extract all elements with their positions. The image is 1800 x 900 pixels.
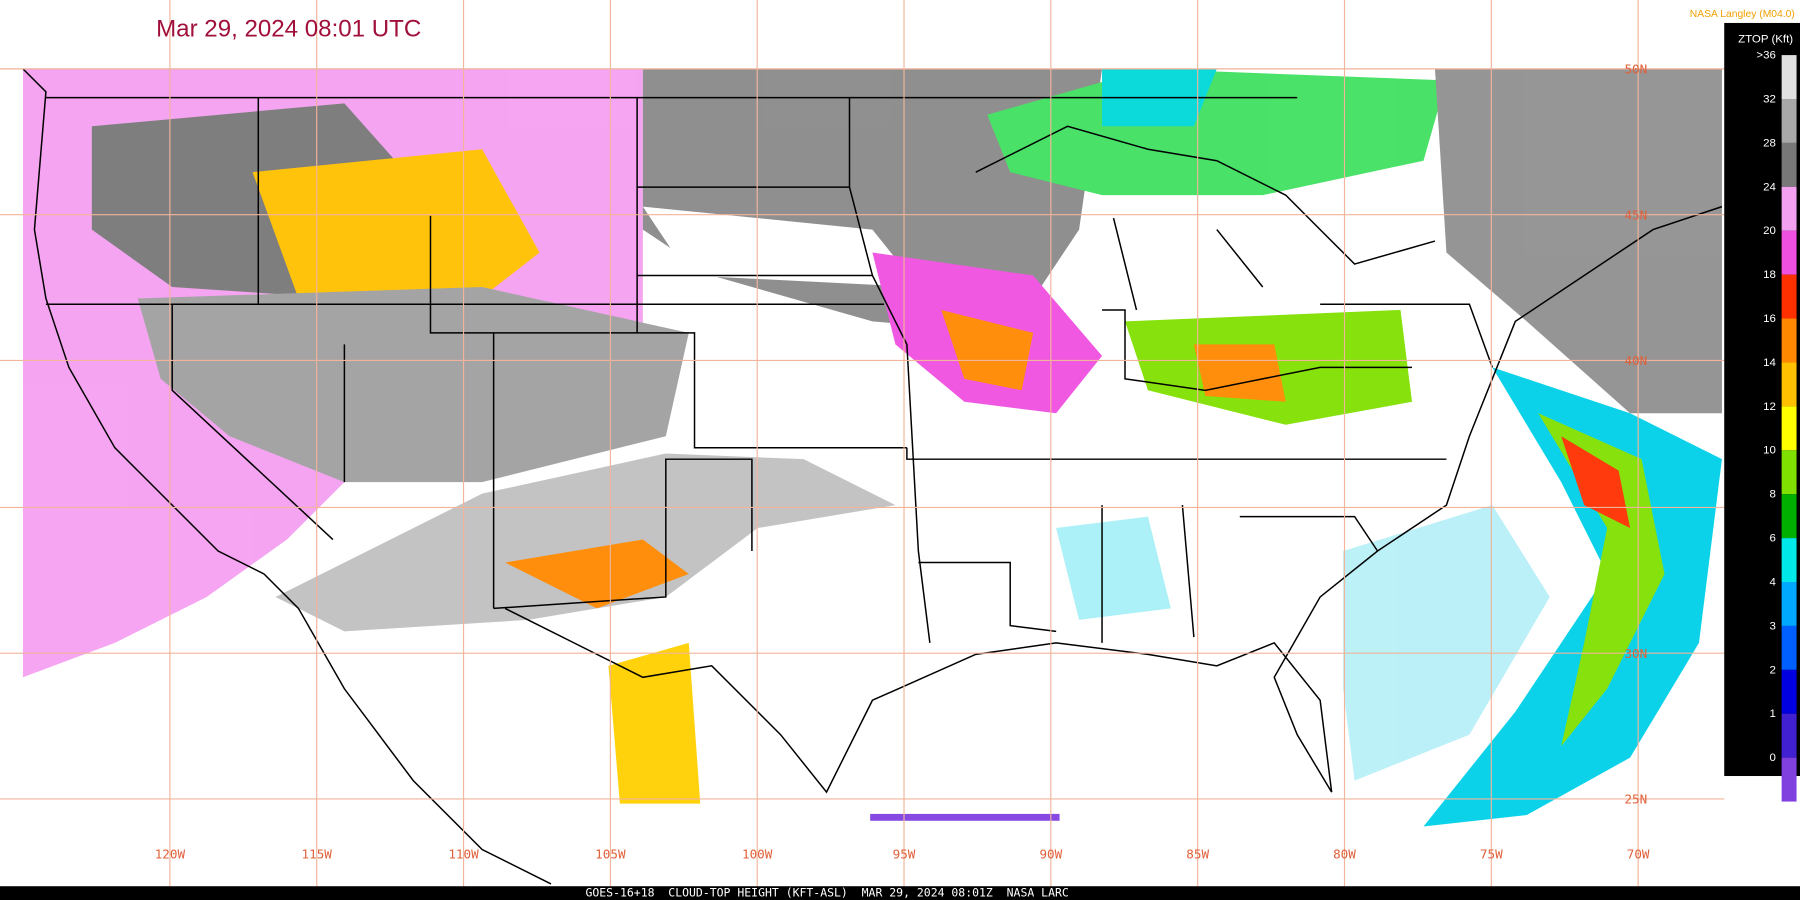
longitude-label: 70W [1627, 847, 1650, 862]
longitude-label: 80W [1333, 847, 1356, 862]
longitude-label: 95W [893, 847, 916, 862]
colorbar-label: 14 [1763, 357, 1776, 369]
colorbar-swatch [1781, 713, 1797, 758]
colorbar-swatch [1781, 142, 1797, 187]
longitude-label: 105W [595, 847, 626, 862]
state-borders [906, 303, 1494, 643]
longitude-label: 115W [302, 847, 333, 862]
cloud-region [987, 68, 1447, 196]
colorbar-label: 0 [1770, 752, 1776, 764]
timestamp-title: Mar 29, 2024 08:01 UTC [156, 16, 421, 43]
cloud-region [1434, 68, 1722, 414]
longitude-label: 85W [1186, 847, 1209, 862]
latitude-label: 30N [1624, 646, 1647, 661]
colorbar-swatch [1781, 406, 1797, 451]
cloud-region [941, 309, 1034, 391]
colorbar-label: 1 [1770, 708, 1776, 720]
colorbar-label: 10 [1763, 445, 1776, 457]
cloud-region [1423, 367, 1722, 827]
cloud-region [505, 539, 689, 609]
colorbar-swatch [1781, 186, 1797, 231]
cloud-region [1056, 516, 1171, 620]
colorbar-label: 4 [1770, 576, 1777, 588]
colorbar-label: 3 [1770, 620, 1776, 632]
cloud-region [1538, 413, 1665, 747]
latitude-label: 25N [1624, 792, 1647, 807]
colorbar-label: >36 [1756, 50, 1775, 62]
cloud-region [1561, 436, 1631, 529]
latitude-grid [0, 68, 1725, 800]
colorbar-label: 6 [1770, 533, 1776, 545]
cloud-region [275, 453, 896, 632]
colorbar-title: ZTOP (Kft) [1738, 33, 1793, 45]
longitude-labels: 120W 115W 110W 105W 100W 95W 90W 85W 80W 75W 70W [155, 847, 1650, 862]
cloud-region [252, 149, 540, 333]
cloud-region [608, 642, 701, 804]
latitude-label: 45N [1624, 207, 1647, 222]
colorbar-label: 8 [1770, 489, 1776, 501]
longitude-label: 120W [155, 847, 186, 862]
colorbar-swatch [1781, 318, 1797, 363]
colorbar-label: 2 [1770, 664, 1776, 676]
cloud-region [1343, 505, 1550, 781]
colorbar-swatch [1781, 538, 1797, 583]
cloud-streak [870, 813, 1060, 821]
colorbar-label: 20 [1763, 225, 1776, 237]
longitude-label: 110W [448, 847, 479, 862]
colorbar-swatch [1781, 757, 1797, 802]
latitude-label: 40N [1624, 353, 1647, 368]
cloud-region [137, 286, 689, 483]
longitude-label: 100W [742, 847, 773, 862]
footer-bar [0, 886, 1800, 900]
colorbar-label: 16 [1763, 313, 1776, 325]
colorbar-swatch [1781, 669, 1797, 714]
longitude-label: 75W [1480, 847, 1503, 862]
longitude-label: 90W [1039, 847, 1062, 862]
colorbar-swatch [1781, 230, 1797, 275]
cloud-clear [642, 206, 919, 287]
colorbar-swatch [1781, 450, 1797, 495]
colorbar-label: 28 [1763, 137, 1776, 149]
latitude-label: 50N [1624, 61, 1647, 76]
great-lakes [975, 125, 1436, 311]
colorbar-swatch [1781, 274, 1797, 319]
colorbar-swatch [1781, 582, 1797, 626]
gulf-atlantic-coast [504, 205, 1723, 794]
colorbar-label: 32 [1763, 93, 1776, 105]
latitude-labels: 50N 45N 40N 30N 25N [1624, 61, 1647, 806]
colorbar-swatch [1781, 494, 1797, 539]
source-label: NASA Langley (M04.0) [1690, 9, 1795, 20]
west-coast [22, 68, 552, 885]
cloud-imagery [22, 68, 1722, 827]
colorbar-swatch [1781, 625, 1797, 670]
footer-text: GOES-16+18 CLOUD-TOP HEIGHT (KFT-ASL) MA… [585, 886, 1068, 900]
longitude-grid [169, 0, 1639, 887]
colorbar-swatch [1781, 55, 1797, 100]
colorbar-label: 24 [1763, 181, 1776, 193]
colorbar-swatch [1781, 99, 1797, 143]
outlines [22, 68, 1723, 885]
colorbar-swatch [1781, 362, 1797, 407]
cloud-region [1193, 344, 1286, 402]
colorbar-label: 18 [1763, 269, 1776, 281]
colorbar-label: 12 [1763, 401, 1776, 413]
